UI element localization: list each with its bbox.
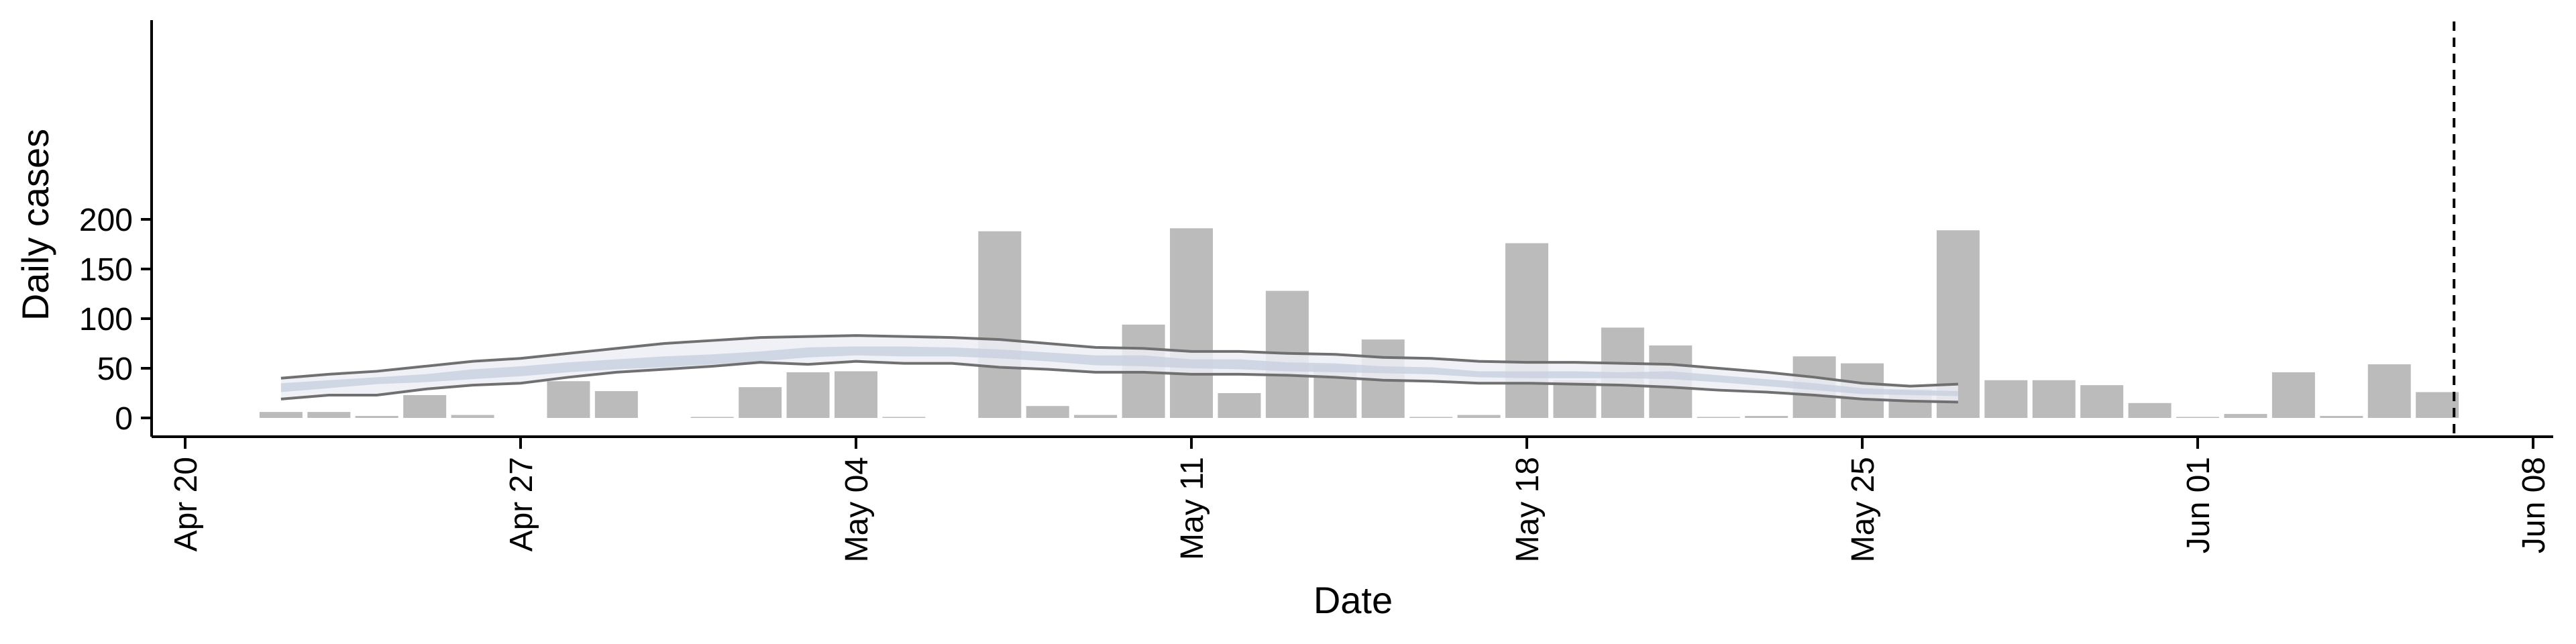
case-bar <box>1505 243 1549 418</box>
x-tick-label: May 18 <box>1510 457 1546 562</box>
case-bar <box>307 412 351 418</box>
y-tick-label: 100 <box>79 302 133 337</box>
case-bar <box>451 415 494 418</box>
case-bar <box>1074 415 1118 418</box>
y-tick-label: 50 <box>97 352 133 387</box>
x-tick-label: Apr 27 <box>504 457 539 551</box>
case-bars <box>259 228 2459 418</box>
estimate-bands <box>280 335 1958 402</box>
x-tick-label: May 11 <box>1175 457 1210 560</box>
upper-bound-line <box>280 334 1958 388</box>
estimate-bound-lines <box>280 334 1958 404</box>
case-bar <box>1697 417 1740 418</box>
case-bar <box>1170 228 1214 418</box>
case-bar <box>2224 414 2267 418</box>
y-axis-title: Daily cases <box>14 129 56 321</box>
x-tick-label: Jun 01 <box>2181 457 2216 553</box>
y-tick-label: 150 <box>79 252 133 288</box>
case-bar <box>2271 372 2315 418</box>
y-axis-ticks: 0 50 100 150 200 <box>79 203 152 437</box>
x-tick-label: May 04 <box>839 457 875 562</box>
case-bar <box>547 381 590 418</box>
outer-uncertainty-band <box>280 335 1958 402</box>
case-bar <box>1026 406 1069 418</box>
case-bar <box>1745 416 1788 418</box>
case-bar <box>978 231 1022 418</box>
case-bar <box>1984 380 2028 418</box>
case-bar <box>2128 402 2171 418</box>
case-bar <box>259 412 303 418</box>
case-bar <box>739 387 782 418</box>
lower-bound-line <box>280 360 1958 404</box>
case-bar <box>594 391 638 418</box>
case-bar <box>2416 392 2459 418</box>
x-tick-label: Jun 08 <box>2516 457 2552 553</box>
x-tick-label: Apr 20 <box>168 457 204 551</box>
case-bar <box>2032 380 2076 418</box>
case-bar <box>2367 364 2411 418</box>
y-tick-label: 0 <box>115 401 133 437</box>
x-tick-label: May 25 <box>1845 457 1881 562</box>
case-bar <box>835 371 878 418</box>
case-bar <box>786 372 830 418</box>
case-bar <box>1218 393 1261 418</box>
case-bar <box>403 394 447 418</box>
case-bar <box>690 417 734 418</box>
y-tick-label: 200 <box>79 203 133 238</box>
inner-uncertainty-band <box>280 346 1958 396</box>
case-bar <box>1553 380 1597 418</box>
case-bar <box>2320 416 2363 418</box>
axes: 0 50 100 150 200 Apr 20 Apr 27 May 04 May 11 May… <box>79 20 2553 562</box>
case-bar <box>2080 385 2124 418</box>
x-axis-title: Date <box>1313 579 1393 621</box>
case-bar <box>1409 417 1453 418</box>
case-bar <box>355 416 398 418</box>
case-bar <box>2176 417 2220 418</box>
x-axis-ticks: Apr 20 Apr 27 May 04 May 11 May 18 May 25 Jun … <box>168 437 2552 562</box>
case-bar <box>1457 415 1501 418</box>
case-bar <box>882 417 926 418</box>
